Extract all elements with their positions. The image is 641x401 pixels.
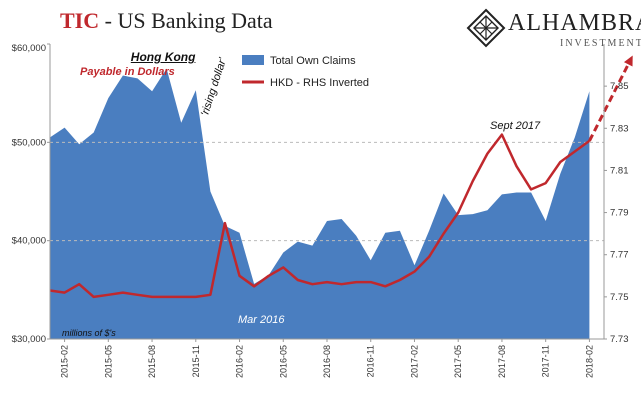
- y-left-tick-label: $50,000: [12, 137, 46, 148]
- y-right-tick-label: 7.79: [610, 208, 629, 219]
- x-tick-label: 2015-08: [147, 345, 157, 378]
- x-tick-label: 2016-05: [278, 345, 288, 378]
- legend-swatch-claims: [242, 55, 264, 65]
- payable-label: Payable in Dollars: [80, 66, 175, 78]
- legend: Total Own Claims HKD - RHS Inverted: [242, 55, 369, 89]
- y-right-tick-label: 7.83: [610, 123, 629, 134]
- x-tick-label: 2018-02: [584, 345, 594, 378]
- hkd-line-path: [49, 133, 591, 299]
- sept-2017-annotation: Sept 2017: [490, 120, 541, 132]
- x-tick-label: 2017-08: [497, 345, 507, 378]
- y-right-tick-label: 7.75: [610, 292, 629, 303]
- x-tick-label: 2015-02: [60, 345, 70, 378]
- claims-on-text: CLAIMS ON: [66, 52, 131, 64]
- mar-2016-annotation: Mar 2016: [238, 314, 285, 326]
- hkd-projection-line: [588, 60, 632, 142]
- y-right-tick-label: 7.73: [610, 334, 629, 345]
- reference-gridlines: [50, 141, 604, 242]
- title-prefix: TIC: [60, 8, 100, 33]
- legend-label-claims: Total Own Claims: [270, 55, 356, 67]
- y-left-tick-label: $30,000: [12, 334, 46, 345]
- x-tick-label: 2016-08: [322, 345, 332, 378]
- y-left-tick-label: $60,000: [12, 43, 46, 54]
- hkd-line: [49, 55, 633, 299]
- x-tick-label: 2017-02: [409, 345, 419, 378]
- logo-diamond-icon: [466, 8, 506, 48]
- total-own-claims-area-path: [50, 68, 590, 339]
- axes: $30,000 $40,000 $50,000 $60,000 7.73 7.75 7.77…: [12, 43, 629, 378]
- x-tick-label: 2015-11: [191, 345, 201, 377]
- logo-subtitle: INVESTMENTS: [560, 38, 641, 49]
- projection-arrow-icon: [623, 55, 633, 67]
- hong-kong-text: Hong Kong: [130, 50, 196, 64]
- y-left-tick-label: $40,000: [12, 236, 46, 247]
- logo-word: ALHAMBRA: [508, 10, 641, 36]
- y-right-tick-label: 7.81: [610, 165, 629, 176]
- title-suffix: - US Banking Data: [99, 8, 273, 33]
- alhambra-logo: ALHAMBRA INVESTMENTS: [466, 8, 641, 52]
- y-right-tick-label: 7.77: [610, 250, 629, 261]
- x-tick-label: 2016-11: [366, 345, 376, 377]
- x-tick-label: 2015-05: [103, 345, 113, 378]
- y-right-tick-label: 7.85: [610, 81, 629, 92]
- x-tick-label: 2016-02: [235, 345, 245, 378]
- x-tick-label: 2017-05: [453, 345, 463, 378]
- total-own-claims-area: [50, 68, 590, 339]
- page-title: TIC - US Banking Data: [60, 8, 273, 34]
- units-label: millions of $'s: [62, 328, 116, 338]
- claims-on-label: CLAIMS ON Hong Kong: [66, 50, 195, 64]
- legend-label-hkd: HKD - RHS Inverted: [270, 77, 369, 89]
- x-tick-label: 2017-11: [541, 345, 551, 377]
